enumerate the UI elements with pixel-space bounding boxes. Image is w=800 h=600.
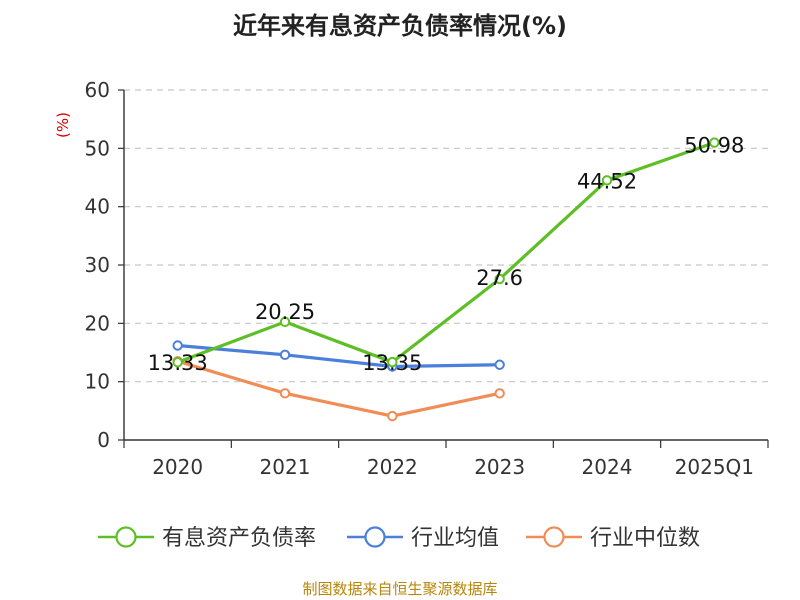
legend-label: 行业中位数 xyxy=(590,526,700,551)
data-point xyxy=(172,357,183,368)
series-layer xyxy=(172,137,720,422)
data-point xyxy=(494,273,505,285)
data-point xyxy=(494,388,505,399)
data-point xyxy=(601,175,613,186)
legend-label: 有息资产负债率 xyxy=(162,526,316,551)
x-tick-label: 2020 xyxy=(152,455,203,479)
data-point xyxy=(387,410,398,422)
data-point xyxy=(279,388,291,399)
legend: 有息资产负债率 行业均值 行业中位数 xyxy=(98,526,700,551)
x-tick-label: 2024 xyxy=(582,455,633,479)
legend-marker xyxy=(115,526,137,548)
data-label: 13.33 xyxy=(148,351,208,375)
data-label: 13.35 xyxy=(362,351,422,375)
y-axis-unit: (%) xyxy=(54,112,72,138)
y-tick-label: 50 xyxy=(85,136,110,160)
data-label: 50.98 xyxy=(684,134,744,158)
gridlines xyxy=(124,89,768,383)
data-label: 27.6 xyxy=(476,266,523,290)
legend-marker xyxy=(543,526,565,548)
x-tick-label: 2021 xyxy=(260,455,311,479)
data-label: 44.52 xyxy=(577,169,637,193)
chart-title: 近年来有息资产负债率情况(%) xyxy=(233,12,567,40)
series-line xyxy=(177,343,500,369)
y-tick-label: 20 xyxy=(85,311,110,335)
y-tick-label: 60 xyxy=(85,78,110,102)
series-line xyxy=(177,359,500,418)
data-point xyxy=(172,340,183,351)
x-tick-label: 2025Q1 xyxy=(675,455,754,479)
data-point xyxy=(709,137,720,148)
source-note: 制图数据来自恒生聚源数据库 xyxy=(302,580,497,598)
y-tick-label: 30 xyxy=(85,253,110,277)
y-tick-label: 10 xyxy=(85,370,110,394)
legend-marker xyxy=(364,526,386,548)
y-tick-label: 0 xyxy=(97,428,110,452)
data-point xyxy=(279,316,291,328)
x-tick-label: 2022 xyxy=(367,455,418,479)
series-line xyxy=(177,141,715,364)
data-point xyxy=(494,359,505,370)
legend-label: 行业均值 xyxy=(411,526,499,551)
data-point xyxy=(279,349,291,361)
data-labels: 13.33 20.25 13.35 27.6 44.52 50.98 xyxy=(148,134,745,376)
data-label: 20.25 xyxy=(255,300,315,324)
x-tick-label: 2023 xyxy=(474,455,525,479)
axes: 0 10 20 30 40 50 60 2020 2021 2022 2023 2024 2025Q1 xyxy=(85,78,769,479)
data-point xyxy=(387,356,398,368)
y-tick-label: 40 xyxy=(85,195,110,219)
